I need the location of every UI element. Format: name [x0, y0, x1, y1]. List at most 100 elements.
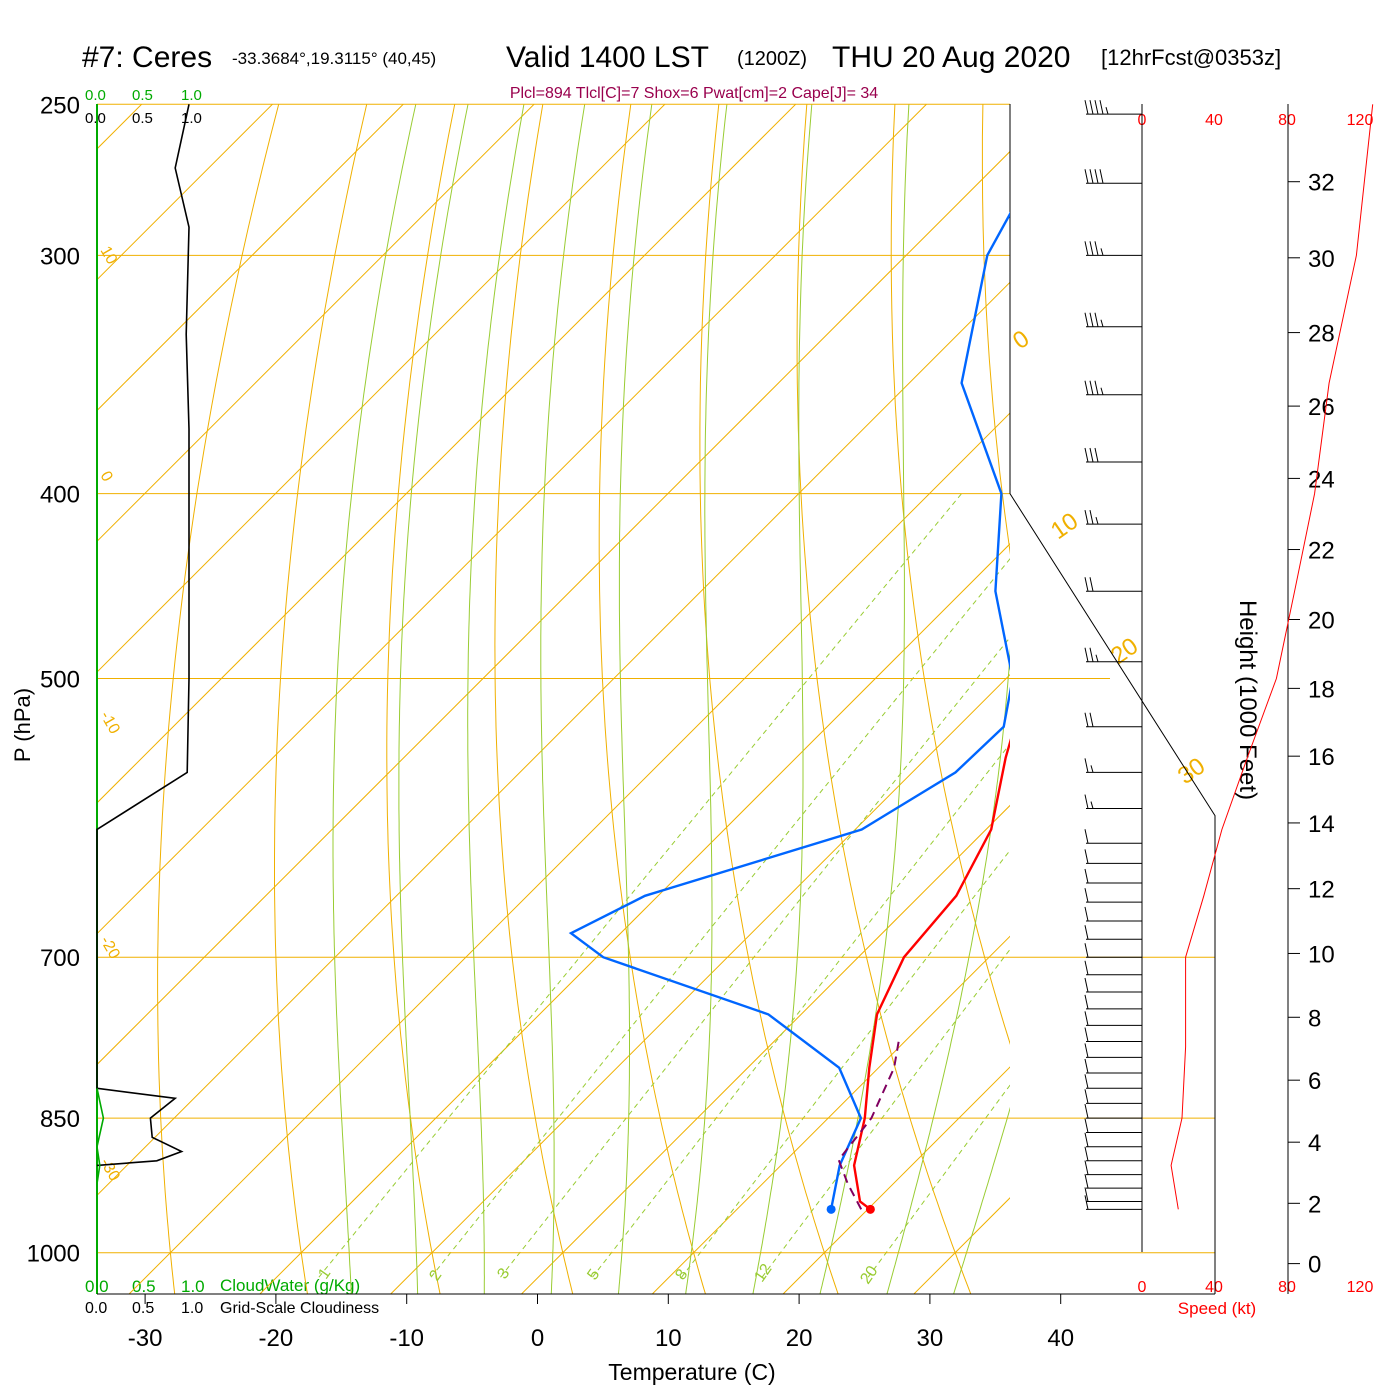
height-tick-label: 18 [1308, 676, 1335, 703]
wind-barb [1084, 1074, 1142, 1089]
temperature-tick-label: 30 [917, 1325, 944, 1352]
wind-barb-full [1094, 447, 1099, 463]
height-tick-label: 24 [1308, 466, 1335, 493]
grid-clip [97, 0, 1400, 1332]
wind-barb [1084, 1011, 1142, 1026]
wind-barb-full [1084, 100, 1089, 115]
zulu-time: (1200Z) [737, 48, 807, 70]
speed-tick-top-2: 80 [1278, 112, 1296, 129]
temperature-tick-label: 0 [531, 1325, 544, 1352]
isotherm-line [97, 104, 928, 935]
cw-tick-top-2: 1.0 [181, 87, 202, 104]
moist-adiabat-line [752, 104, 813, 1294]
wind-barb-full [1084, 888, 1089, 903]
isotherm-line [97, 104, 405, 412]
wind-barb [1084, 241, 1142, 256]
temperature-tick-label: 20 [786, 1325, 813, 1352]
wind-barb-full [1089, 712, 1094, 727]
mixing-ratio-label: 5 [584, 1266, 603, 1283]
height-tick-label: 6 [1308, 1068, 1321, 1095]
wind-barb-full [1089, 380, 1094, 395]
moist-adiabat-line [332, 104, 417, 1294]
dry-adiabat-label: -10 [97, 709, 123, 738]
temperature-tick-label: -30 [128, 1325, 163, 1352]
height-tick-label: 14 [1308, 811, 1335, 838]
y-axis-title: P (hPa) [10, 688, 35, 762]
wind-barb [1084, 829, 1142, 844]
isotherm-line [259, 543, 1010, 1294]
cl-tick-bot-2: 1.0 [181, 1300, 203, 1317]
temperature-tick-label: -10 [389, 1325, 424, 1352]
wind-barb [1084, 977, 1142, 993]
mixing-ratio-line [500, 636, 1010, 1278]
cl-tick-bot-0: 0.0 [85, 1300, 107, 1317]
cl-tick-bot-1: 0.5 [132, 1300, 154, 1317]
wind-barb-full [1099, 100, 1104, 115]
wind-barb [1084, 1103, 1142, 1119]
dewpoint-trace [568, 211, 1010, 1210]
wind-barb-full [1084, 1089, 1089, 1104]
height-tick-label: 8 [1308, 1005, 1321, 1032]
height-tick-label: 32 [1308, 170, 1335, 197]
wind-barb [1084, 794, 1142, 810]
wind-barb-full [1084, 447, 1089, 463]
dry-adiabat-line [981, 104, 1010, 555]
speed-tick-bot-1: 40 [1205, 1279, 1223, 1296]
dry-adiabat-line [1157, 0, 1400, 1332]
height-tick-label: 10 [1308, 941, 1335, 968]
isotherm-line [97, 104, 666, 673]
isotherm-line [1007, 0, 1400, 1332]
pressure-tick-label: 250 [40, 92, 80, 119]
wind-barb-full [1084, 758, 1089, 773]
wind-barb-full [1084, 1103, 1089, 1119]
height-tick-label: 30 [1308, 246, 1335, 273]
wind-barb [1084, 380, 1142, 396]
speed-tick-bot-0: 0 [1138, 1279, 1147, 1296]
moist-adiabat-line [953, 1106, 1010, 1294]
speed-tick-top-3: 120 [1347, 112, 1374, 129]
x-axis-title: Temperature (C) [608, 1359, 775, 1385]
moist-adiabat-line [819, 104, 910, 1294]
wind-barb-full [1089, 647, 1094, 662]
isotherm-line [97, 281, 1010, 1196]
wind-barb-full [1084, 1132, 1089, 1147]
valid-time: Valid 1400 LST [506, 41, 709, 74]
wind-barb [1084, 960, 1142, 976]
mixing-ratio-line [592, 743, 1010, 1278]
wind-barb [1084, 888, 1142, 903]
wind-barb-full [1084, 1058, 1089, 1074]
temperature-tick-label: 40 [1047, 1325, 1074, 1352]
isotherm-line [97, 104, 797, 804]
wind-barb [1084, 1132, 1142, 1148]
cl-tick-top-1: 0.5 [132, 110, 153, 127]
dry-adiabat-line [1322, 0, 1400, 1332]
wind-barb [1084, 1160, 1142, 1176]
wind-barb [1084, 1027, 1142, 1043]
wind-barb-half [1095, 517, 1099, 525]
wind-barb [1084, 906, 1142, 922]
dry-adiabat-line [274, 104, 368, 1294]
isotherm-line [913, 1197, 1010, 1294]
wind-barb-half [1090, 801, 1094, 809]
isotherm-line [97, 104, 274, 281]
cw-tick-bot-1: 0.5 [132, 1277, 156, 1296]
wind-barb-full [1094, 380, 1099, 395]
wind-barb-full [1084, 712, 1089, 727]
isotherm-line [520, 804, 1010, 1294]
mixing-ratio-line [867, 1084, 1010, 1278]
wind-barb-full [1084, 868, 1089, 884]
wind-barb-half [1100, 319, 1104, 327]
moist-adiabat-line [398, 104, 469, 1294]
cloudwater-profile [96, 1088, 105, 1184]
wind-barb [1084, 849, 1142, 864]
cl-tick-top-0: 0.0 [85, 110, 106, 127]
wind-barb [1084, 1058, 1142, 1074]
pressure-tick-label: 500 [40, 666, 80, 693]
wind-barb-full [1084, 994, 1089, 1009]
right-frame-line [1009, 104, 1216, 1294]
top-cloudwater-scale: 0.0 0.5 1.0 0.0 0.5 1.0 [85, 87, 202, 127]
height-axis-title: Height (1000 Feet) [1234, 600, 1261, 800]
wind-barb-full [1089, 241, 1094, 256]
